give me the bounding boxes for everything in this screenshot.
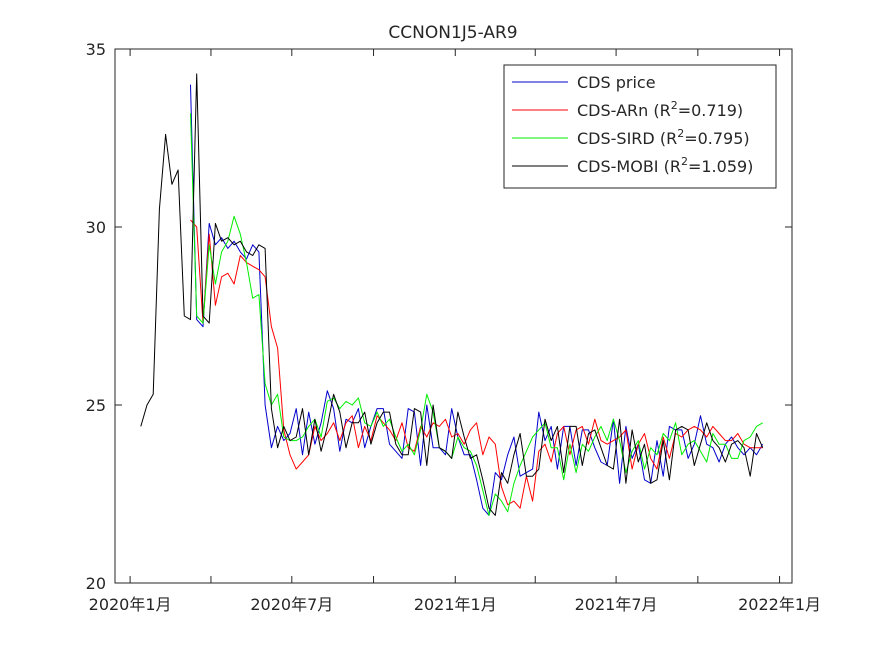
- y-tick-label: 35: [86, 40, 106, 59]
- series-line-cds-sird: [190, 113, 763, 516]
- x-tick-label: 2020年7月: [250, 595, 333, 614]
- legend-label-cds-price: CDS price: [577, 73, 656, 92]
- y-tick-label: 30: [86, 218, 106, 237]
- x-tick-label: 2022年1月: [738, 595, 821, 614]
- legend: CDS price CDS-ARn (R2=0.719) CDS-SIRD (R2=…: [503, 64, 777, 189]
- legend-label-cds-arn: CDS-ARn (R2=0.719): [577, 99, 743, 120]
- series-line-cds-mobi: [140, 73, 764, 516]
- y-tick-label: 20: [86, 574, 106, 593]
- legend-box: [503, 64, 777, 189]
- legend-label-cds-sird: CDS-SIRD (R2=0.795): [577, 127, 750, 148]
- chart-title: CCNON1J5-AR9: [388, 23, 517, 43]
- x-tick-label: 2021年1月: [414, 595, 497, 614]
- y-tick-label: 25: [86, 396, 106, 415]
- x-tick-label: 2020年1月: [89, 595, 172, 614]
- x-tick-label: 2021年7月: [575, 595, 658, 614]
- axis-ticks: 20 25 30 35 2020年1月 2020年7月 2021年1月 2021年7月 2022…: [86, 40, 821, 614]
- series-lines: [140, 73, 764, 516]
- legend-label-cds-mobi: CDS-MOBI (R2=1.059): [577, 155, 753, 176]
